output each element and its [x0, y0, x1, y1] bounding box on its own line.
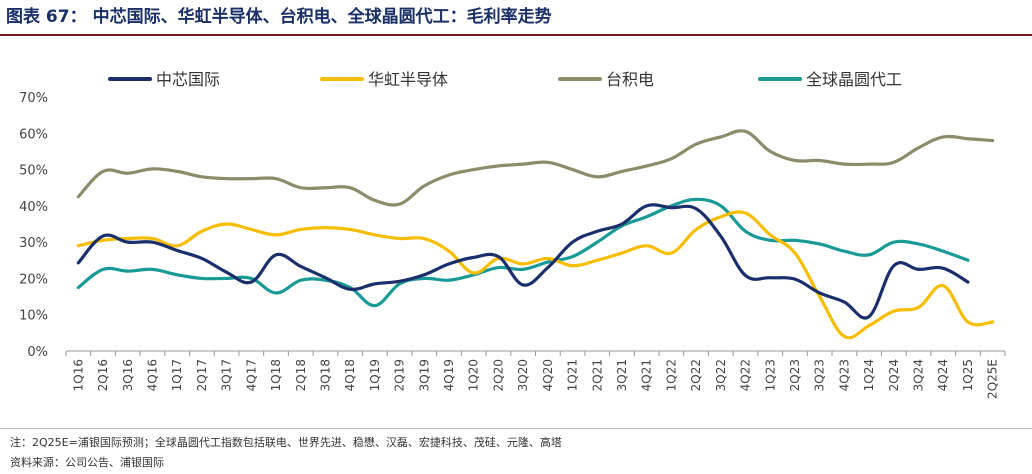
x-tick-label: 1Q20	[467, 359, 481, 391]
y-tick-label: 30%	[19, 236, 48, 251]
x-tick-label: 4Q16	[145, 359, 159, 391]
x-tick-label: 1Q23	[763, 359, 777, 391]
figure-label: 图表 67：	[6, 7, 87, 27]
y-tick-label: 10%	[19, 309, 48, 324]
legend-label: 中芯国际	[156, 70, 220, 89]
x-tick-label: 1Q19	[368, 359, 382, 391]
x-tick-label: 4Q19	[442, 359, 456, 391]
x-tick-label: 4Q22	[739, 359, 753, 391]
x-tick-label: 2Q21	[590, 359, 604, 391]
gross-margin-line-chart: 0% 10% 20% 30% 40% 50% 60% 70% 1Q16 2Q16 3Q16 4Q16 1…	[19, 70, 1006, 399]
x-tick-label: 3Q16	[121, 359, 135, 391]
x-tick-label: 2Q17	[195, 359, 209, 391]
x-tick-label: 3Q21	[615, 359, 629, 391]
x-tick-label: 2Q19	[393, 359, 407, 391]
x-tick-label: 3Q19	[417, 359, 431, 391]
chart-container: 0% 10% 20% 30% 40% 50% 60% 70% 1Q16 2Q16 3Q16 4Q16 1…	[0, 40, 1032, 422]
figure-title-text: 中芯国际、华虹半导体、台积电、全球晶圆代工：毛利率走势	[92, 7, 552, 27]
y-tick-label: 40%	[19, 200, 48, 215]
x-tick-label: 4Q21	[640, 359, 654, 391]
x-tick-label: 3Q18	[318, 359, 332, 391]
legend-label: 台积电	[606, 70, 654, 89]
x-tick-label: 3Q17	[220, 359, 234, 391]
y-tick-label: 50%	[19, 164, 48, 179]
title-divider	[0, 34, 1032, 36]
x-tick-label: 3Q24	[912, 359, 926, 391]
series-line-1	[76, 203, 970, 320]
legend-label: 全球晶圆代工	[806, 70, 902, 89]
x-tick-label: 4Q23	[837, 359, 851, 391]
y-tick-label: 0%	[27, 345, 48, 360]
legend-label: 华虹半导体	[368, 70, 448, 89]
y-tick-label: 60%	[19, 127, 48, 142]
y-tick-label: 70%	[19, 91, 48, 106]
x-tick-label: 4Q18	[343, 359, 357, 391]
x-tick-label: 2Q18	[294, 359, 308, 391]
series-line-2	[76, 210, 995, 340]
x-tick-label: 2Q20	[491, 359, 505, 391]
x-tick-label: 1Q25	[961, 359, 975, 391]
x-tick-label: 4Q20	[541, 359, 555, 391]
x-tick-label: 1Q22	[664, 359, 678, 391]
footer-divider	[0, 428, 1032, 429]
x-tick-label: 3Q22	[714, 359, 728, 391]
x-tick-label: 1Q24	[862, 359, 876, 391]
x-tick-label: 2Q22	[689, 359, 703, 391]
source-note: 资料来源：公司公告、浦银国际	[10, 456, 164, 469]
series-line-4	[76, 197, 970, 308]
x-tick-label: 1Q16	[71, 359, 85, 391]
footnote: 注：2Q25E=浦银国际预测；全球晶圆代工指数包括联电、世界先进、稳懋、汉磊、宏…	[10, 436, 562, 449]
x-tick-label: 1Q21	[566, 359, 580, 391]
x-tick-label: 2Q24	[887, 359, 901, 391]
x-tick-label: 2Q25E	[986, 359, 1000, 399]
x-tick-label: 3Q20	[516, 359, 530, 391]
x-tick-label: 3Q23	[813, 359, 827, 391]
x-tick-label: 1Q18	[269, 359, 283, 391]
figure-title: 图表 67： 中芯国际、华虹半导体、台积电、全球晶圆代工：毛利率走势	[6, 2, 558, 32]
x-tick-label: 1Q17	[170, 359, 184, 391]
x-tick-label: 2Q23	[788, 359, 802, 391]
y-tick-label: 20%	[19, 272, 48, 287]
x-tick-label: 4Q24	[936, 359, 950, 391]
series-line-3	[76, 129, 995, 207]
x-tick-label: 2Q16	[96, 359, 110, 391]
x-tick-label: 4Q17	[244, 359, 258, 391]
